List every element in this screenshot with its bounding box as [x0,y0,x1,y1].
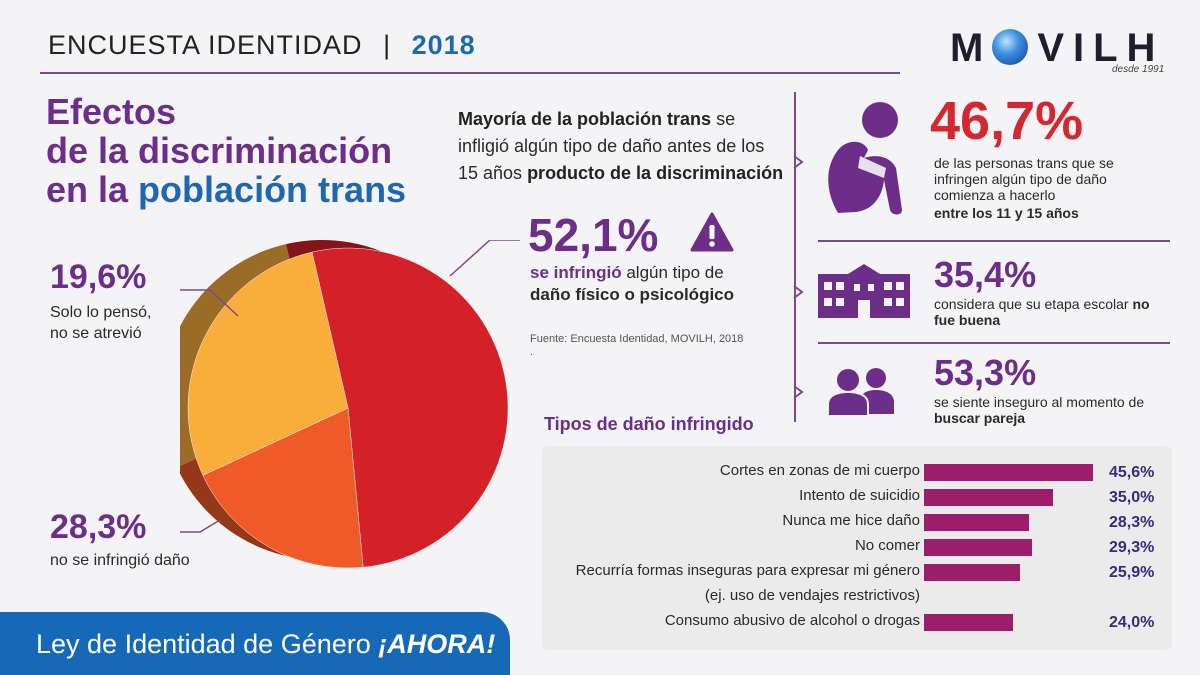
title-line-2: de la discriminación [46,130,393,171]
pie-slice-1 [202,407,364,569]
bar [924,489,1054,506]
footer-text: Ley de Identidad de Género ¡AHORA! [36,629,495,660]
pie-label-desc-thought: Solo lo pensó, no se atrevió [50,302,151,344]
stat-desc-text: se siente inseguro al momento de [934,394,1145,410]
bar [924,564,1020,581]
bar-category-label: Intento de suicidio [799,487,920,504]
intro-bold-1: Mayoría de la población trans [458,109,712,129]
page-title: Efectos de la discriminación en la pobla… [46,92,406,209]
stat-desc-bold: no fue buena [934,296,1150,328]
right-column-divider [794,92,796,422]
bar-category-label: Recurría formas inseguras para expresar … [575,562,920,579]
stat-desc-text: de las personas trans que se infringen a… [934,155,1114,203]
bar-category-label: Consumo abusivo de alcohol o drogas [664,612,920,629]
source-note-dot: . [530,346,534,358]
highlight-desc-bold-2: daño físico o psicológico [530,285,735,304]
pie-slices-group [187,247,509,569]
footer-text-regular: Ley de Identidad de Género [36,629,379,659]
bar [924,514,1029,531]
bar-value-label: 35,0% [1109,489,1155,506]
stat-desc-partner: se siente inseguro al momento de buscar … [934,394,1164,426]
warning-icon [690,212,734,252]
pie-slice-2 [187,251,349,476]
stat-divider [818,342,1170,344]
title-line-3-highlight: población trans [138,169,407,210]
arrow-right-icon [793,385,804,399]
intro-bold-2: producto de la discriminación [527,163,784,183]
leader-line-28 [180,519,221,533]
pie-label-desc-line-1: Solo lo pensó, [50,304,152,321]
title-line-3: en la población trans [46,170,406,209]
movilh-logo: M VILH [950,26,1164,71]
bar-value-label: 29,3% [1109,539,1155,556]
header-divider [40,72,900,74]
school-building-icon [818,264,910,318]
pie-label-desc-no-harm: no se infringió daño [50,552,190,569]
header-title: ENCUESTA IDENTIDAD | 2018 [48,30,476,61]
stat-desc-bold: entre los 11 y 15 años [934,205,1079,221]
title-line-3-pre: en la [46,169,139,210]
bar-value-label: 25,9% [1109,564,1155,581]
logo-text-pre: M [950,26,993,70]
arrow-right-icon [793,285,804,299]
pie-label-value-no-harm: 28,3% [50,508,147,546]
stat-value-partner: 53,3% [934,352,1037,393]
footer-text-bold: ¡AHORA! [378,629,496,659]
bar-chart: Cortes en zonas de mi cuerpo 45,6% Intento… [542,446,1172,650]
intro-paragraph: Mayoría de la población trans se infligi… [458,106,788,187]
highlight-value: 52,1% [528,209,659,261]
header-year: 2018 [411,30,476,60]
logo-text-post: VILH [1037,26,1165,70]
logo-tagline: desde 1991 [1112,64,1165,75]
bar [924,539,1033,556]
two-people-icon [827,367,894,416]
arrow-right-icon [793,155,804,169]
bar-category-label: Cortes en zonas de mi cuerpo [719,462,920,479]
stat-desc-bold: buscar pareja [934,410,1026,426]
bar-value-label: 45,6% [1109,464,1155,481]
header-title-text: ENCUESTA IDENTIDAD [48,30,363,60]
logo-globe-icon [992,29,1029,65]
pie-chart [180,240,520,569]
source-note: Fuente: Encuesta Identidad, MOVILH, 2018 [530,333,744,345]
leader-line-19 [180,289,239,317]
bar-value-label: 28,3% [1109,514,1155,531]
intro-text-1: se infligió algún tipo de daño antes de … [458,109,765,183]
footer-banner: Ley de Identidad de Género ¡AHORA! [0,612,510,675]
highlight-description: se infringió algún tipo de daño físico o… [530,262,750,306]
bar [924,464,1093,481]
stat-desc-self-harm-age: de las personas trans que se infringen a… [934,155,1164,221]
bar [924,614,1013,631]
title-line-1: Efectos [46,91,177,132]
pie-slice-0 [311,247,509,568]
person-hugging-knees-icon [828,102,902,215]
pie-label-value-thought: 19,6% [50,258,147,296]
pie-label-desc-line-2: no se atrevió [50,325,142,342]
stat-value-school: 35,4% [934,254,1037,295]
bar-category-label: Nunca me hice daño [782,512,920,529]
bar-chart-title: Tipos de daño infringido [544,414,754,434]
highlight-desc-bold: se infringió [530,263,622,282]
header-separator: | [383,30,392,60]
highlight-desc-text: algún tipo de [621,263,724,282]
stat-value-self-harm-age: 46,7% [930,91,1084,151]
stat-divider [818,240,1170,242]
bar-value-label: 24,0% [1109,614,1155,631]
leader-line-52 [449,240,520,277]
stat-desc-text: considera que su etapa escolar [934,296,1133,312]
stat-desc-school: considera que su etapa escolar no fue bu… [934,296,1164,328]
bar-category-label: (ej. uso de vendajes restrictivos) [704,587,920,604]
bar-category-label: No comer [854,537,920,554]
